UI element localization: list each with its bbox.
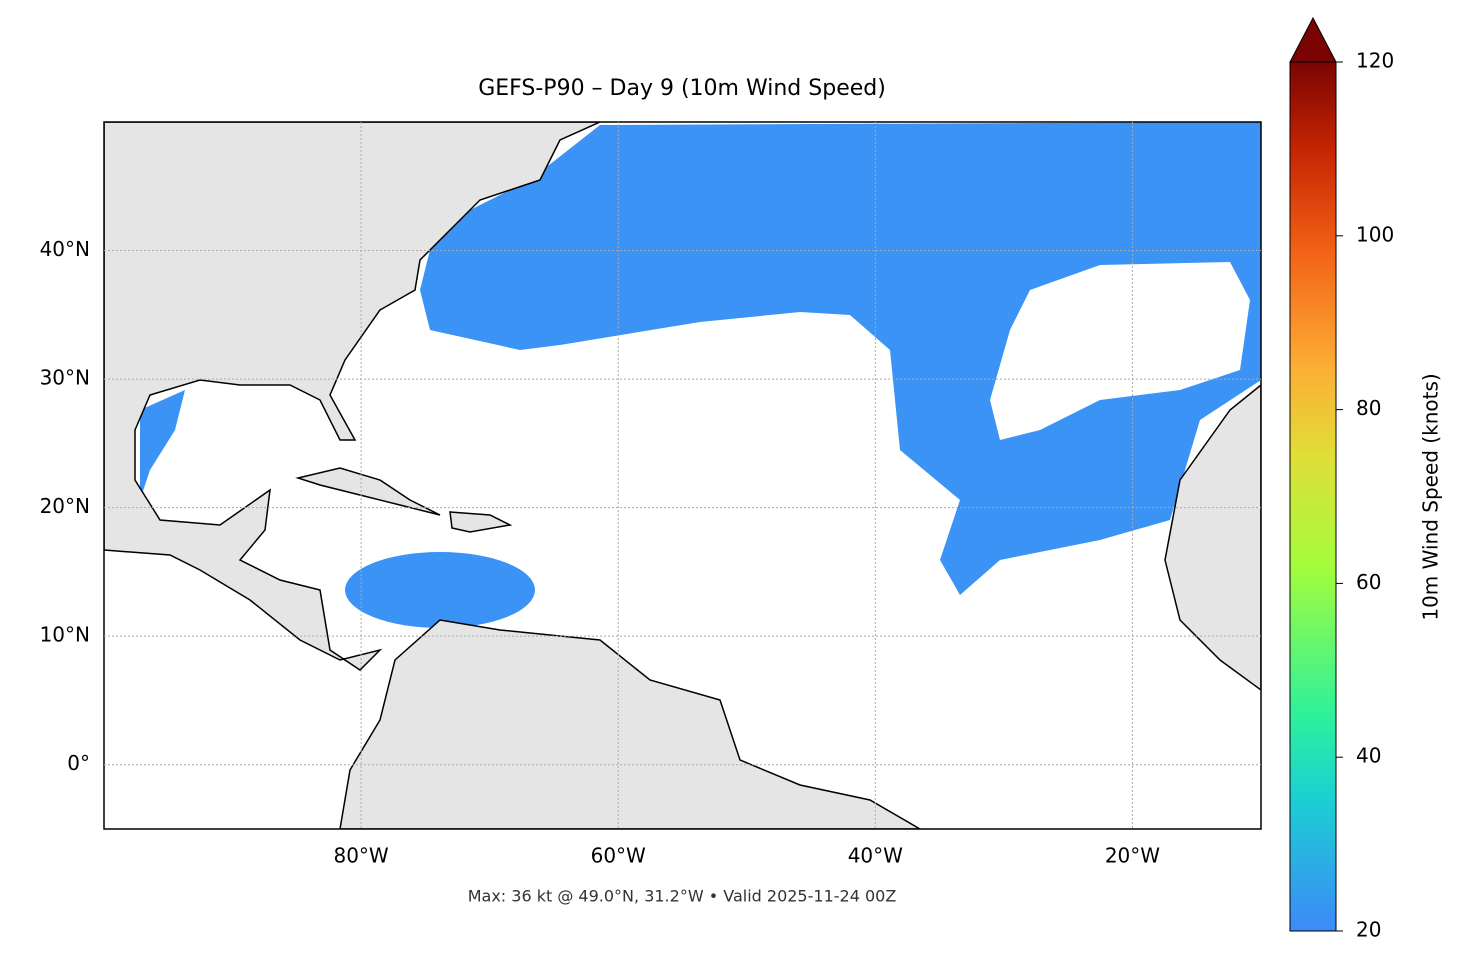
colorbar-tick-label: 80 xyxy=(1356,396,1381,420)
colorbar xyxy=(1290,62,1336,931)
wind-field xyxy=(345,552,535,628)
map-frame xyxy=(103,121,1262,830)
x-tick-label: 40°W xyxy=(848,844,903,868)
footer-note: Max: 36 kt @ 49.0°N, 31.2°W • Valid 2025… xyxy=(468,887,897,906)
y-tick-label: 40°N xyxy=(40,237,90,261)
wind-field xyxy=(420,122,1261,595)
colorbar-extend xyxy=(1289,16,1337,63)
land xyxy=(104,122,601,671)
y-tick-label: 30°N xyxy=(40,366,90,390)
x-tick-label: 20°W xyxy=(1105,844,1160,868)
colorbar-frame xyxy=(1289,61,1337,932)
colorbar-label: 10m Wind Speed (knots) xyxy=(1419,373,1443,620)
y-tick-label: 0° xyxy=(67,751,90,775)
land xyxy=(1164,384,1261,691)
x-tick-label: 80°W xyxy=(333,844,388,868)
chart-title: GEFS-P90 – Day 9 (10m Wind Speed) xyxy=(478,76,886,101)
y-tick-label: 20°N xyxy=(40,494,90,518)
calm-area xyxy=(990,262,1250,440)
colorbar-tick-label: 40 xyxy=(1356,744,1381,768)
land xyxy=(449,511,513,533)
land xyxy=(339,619,922,829)
colorbar-tick-label: 20 xyxy=(1356,918,1381,942)
colorbar-tick-label: 100 xyxy=(1356,222,1394,246)
colorbar-tick-label: 120 xyxy=(1356,49,1394,73)
map-layers xyxy=(104,122,1261,829)
wind-field xyxy=(140,390,185,500)
colorbar-tick-label: 60 xyxy=(1356,570,1381,594)
land xyxy=(295,467,441,516)
y-tick-label: 10°N xyxy=(40,623,90,647)
x-tick-label: 60°W xyxy=(591,844,646,868)
